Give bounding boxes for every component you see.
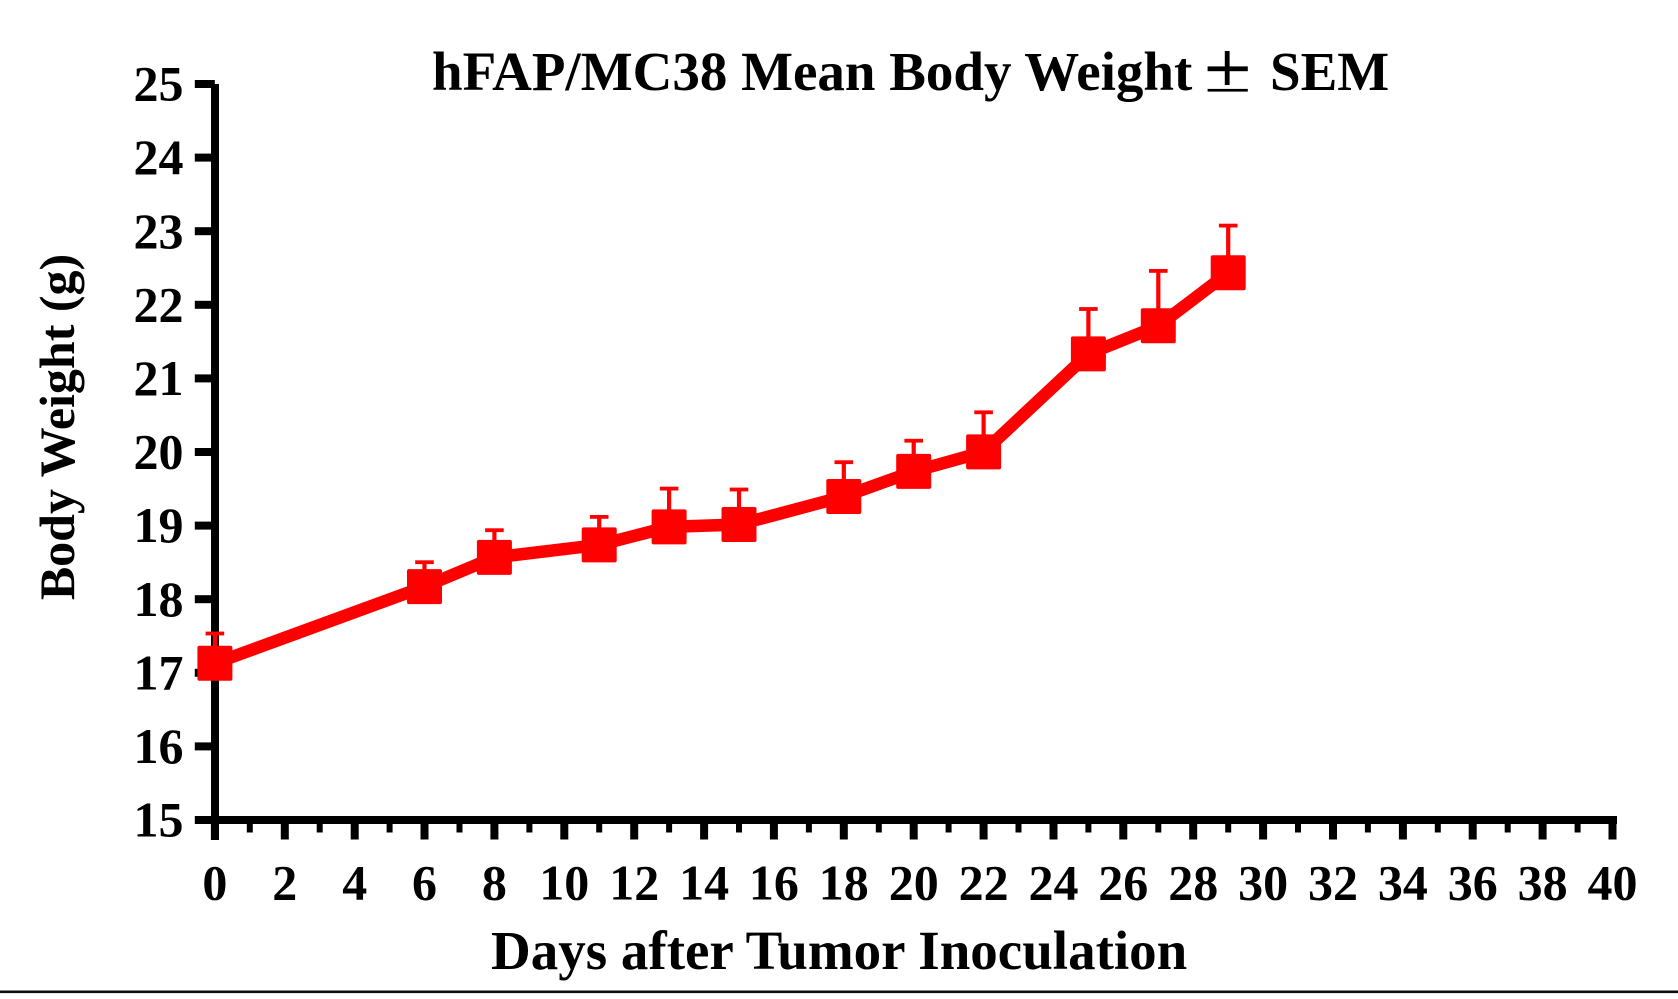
svg-text:6: 6	[412, 854, 437, 910]
svg-text:8: 8	[482, 854, 507, 910]
svg-text:30: 30	[1238, 854, 1288, 910]
svg-text:16: 16	[134, 718, 184, 774]
svg-text:22: 22	[959, 854, 1009, 910]
svg-text:16: 16	[749, 854, 799, 910]
svg-text:Body Weight (g): Body Weight (g)	[29, 254, 85, 600]
svg-text:20: 20	[889, 854, 939, 910]
svg-text:0: 0	[202, 854, 227, 910]
svg-text:24: 24	[134, 129, 184, 185]
svg-text:36: 36	[1448, 854, 1498, 910]
svg-text:32: 32	[1308, 854, 1358, 910]
svg-text:17: 17	[134, 644, 184, 700]
svg-text:22: 22	[134, 276, 184, 332]
svg-text:2: 2	[272, 854, 297, 910]
svg-text:15: 15	[134, 792, 184, 848]
svg-text:4: 4	[342, 854, 367, 910]
svg-text:18: 18	[134, 571, 184, 627]
svg-text:Days after Tumor Inoculation: Days after Tumor Inoculation	[491, 920, 1187, 981]
svg-text:SEM: SEM	[1270, 41, 1389, 102]
svg-text:26: 26	[1098, 854, 1148, 910]
svg-text:10: 10	[539, 854, 589, 910]
svg-text:19: 19	[134, 497, 184, 553]
svg-text:40: 40	[1588, 854, 1638, 910]
svg-text:23: 23	[134, 203, 184, 259]
svg-text:14: 14	[679, 854, 729, 910]
svg-text:18: 18	[819, 854, 869, 910]
svg-text:24: 24	[1029, 854, 1079, 910]
svg-text:hFAP/MC38 Mean Body Weight: hFAP/MC38 Mean Body Weight	[432, 41, 1193, 102]
svg-text:34: 34	[1378, 854, 1428, 910]
svg-text:12: 12	[609, 854, 659, 910]
svg-text:21: 21	[134, 350, 184, 406]
svg-text:38: 38	[1518, 854, 1568, 910]
svg-text:25: 25	[134, 56, 184, 112]
svg-text:20: 20	[134, 424, 184, 480]
svg-text:28: 28	[1168, 854, 1218, 910]
